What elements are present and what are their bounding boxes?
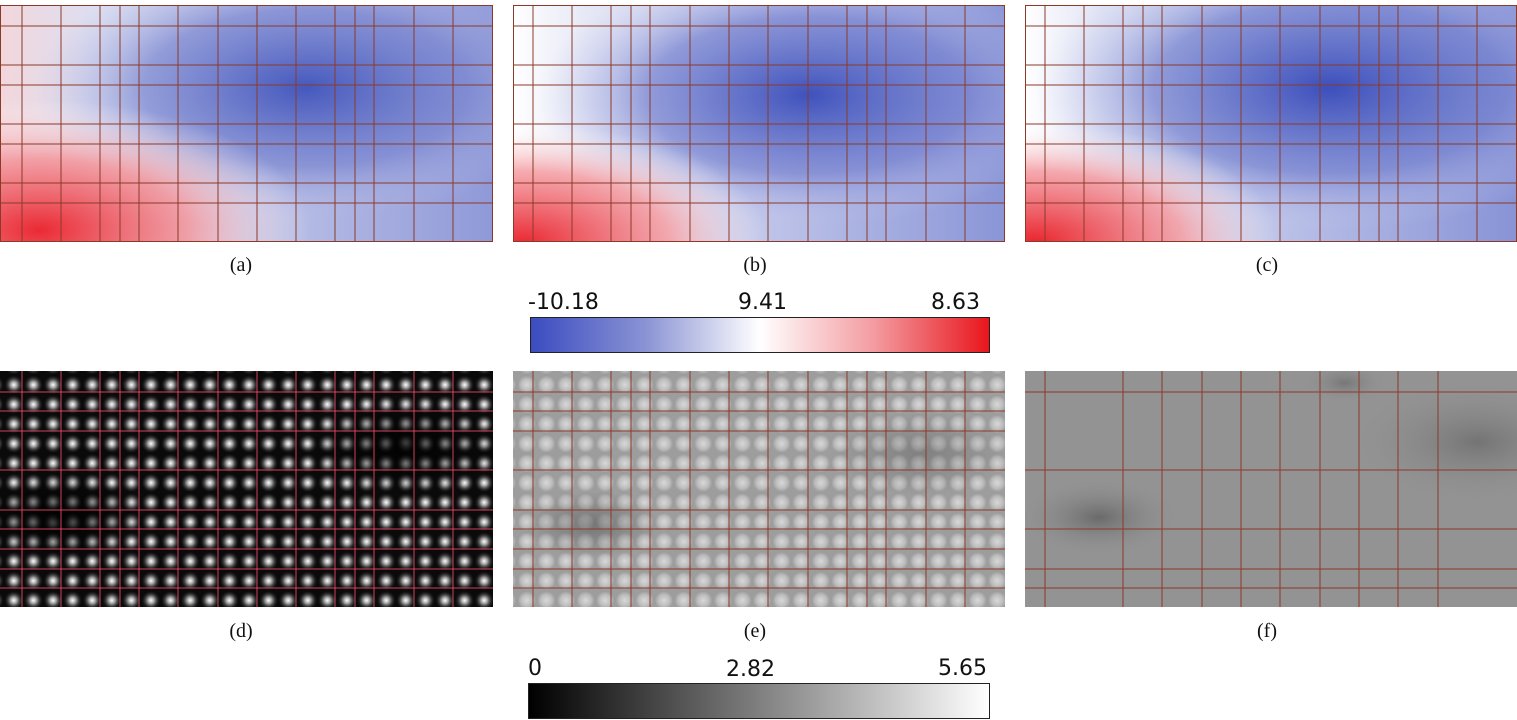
panel-a-caption: (a) [229, 254, 253, 276]
colorbar-gray-min: 0 [528, 656, 542, 681]
heatmap-f [1025, 371, 1517, 607]
panel-f-caption: (f) [1257, 620, 1277, 642]
heatmap-c [1025, 5, 1517, 242]
panel-d [0, 371, 493, 607]
panel-c-caption: (c) [1255, 254, 1279, 276]
grid-lines [1025, 5, 1517, 242]
panel-b [513, 5, 1005, 242]
colorbar-divergent-min: -10.18 [528, 290, 599, 315]
heatmap-a [0, 5, 493, 242]
panel-b-caption: (b) [743, 254, 767, 276]
grid-lines [0, 371, 493, 607]
colorbar-divergent-mid: 9.41 [738, 290, 787, 315]
panel-d-caption: (d) [229, 620, 253, 642]
heatmap-d [0, 371, 493, 607]
panel-a [0, 5, 493, 242]
grid-lines [0, 5, 493, 242]
colorbar-gray-mid: 2.82 [726, 657, 775, 682]
colorbar-gray [528, 683, 990, 719]
grid-lines [513, 5, 1005, 242]
colorbar-divergent-max: 8.63 [931, 290, 980, 315]
colorbar-gray-max: 5.65 [938, 656, 987, 681]
panel-e [513, 371, 1005, 607]
panel-e-caption: (e) [743, 620, 767, 642]
heatmap-e [513, 371, 1005, 607]
colorbar-divergent [530, 317, 990, 353]
panel-c [1025, 5, 1517, 242]
heatmap-b [513, 5, 1005, 242]
grid-lines [513, 371, 1005, 607]
panel-f [1025, 371, 1517, 607]
grid-lines [1025, 371, 1517, 607]
